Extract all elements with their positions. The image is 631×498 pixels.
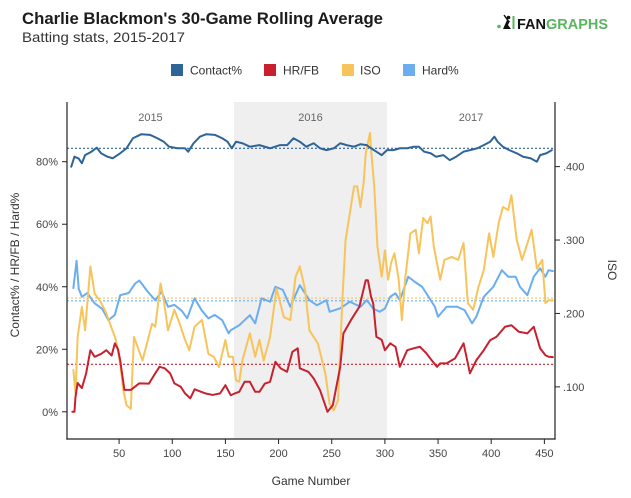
legend-item-contact[interactable]: Contact% [171,64,242,78]
legend-item-hard[interactable]: Hard% [403,64,459,78]
season-label-2016: 2016 [298,112,322,124]
logo-wordmark: FANGRAPHS [517,16,608,33]
x-tick-label-150: 150 [216,448,234,460]
legend-label-contact: Contact% [190,64,242,78]
legend-label-iso: ISO [360,64,381,78]
y2-tick-label-200: .200 [563,308,584,320]
legend-swatch-hard [403,64,415,76]
x-tick-label-100: 100 [163,448,181,460]
legend-item-hrfb[interactable]: HR/FB [264,64,319,78]
season-bands [233,102,388,439]
series-lines [70,131,554,413]
y-tick-label-0: 0% [42,407,58,419]
season-label-2017: 2017 [459,112,483,124]
right-y-axis-title: ISO [605,260,619,281]
season-labels: 2015 2016 2017 [138,112,483,124]
x-tick-label-50: 50 [113,448,125,460]
x-tick-label-350: 350 [429,448,447,460]
y-tick-label-80: 80% [36,157,58,169]
y-tick-label-20: 20% [36,344,58,356]
x-tick-label-450: 450 [535,448,553,460]
season-label-2015: 2015 [138,112,162,124]
logo-text-fan: FAN [517,16,546,33]
batter-icon [503,14,515,29]
legend-label-hard: Hard% [422,64,459,78]
series-line-contact [70,133,553,168]
y-tick-label-40: 40% [36,282,58,294]
series-line-iso [72,131,554,412]
legend-swatch-contact [171,64,183,76]
season-band-2016 [233,102,388,439]
chart-title: Charlie Blackmon's 30-Game Rolling Avera… [22,9,383,28]
logo-text-graphs: GRAPHS [546,16,608,33]
logo-dot-icon [497,24,501,29]
y2-tick-label-100: .100 [563,382,584,394]
legend-swatch-iso [342,64,354,76]
axis-ticks: 50 100 150 200 250 300 350 400 450 0% 20% 40% 60% 80%… [36,157,584,460]
x-tick-label-250: 250 [323,448,341,460]
series-line-hard [72,259,554,335]
x-tick-label-300: 300 [376,448,394,460]
x-tick-label-400: 400 [482,448,500,460]
y-tick-label-60: 60% [36,219,58,231]
left-y-axis-title: Contact% / HR/FB / Hard% [8,192,22,337]
y2-tick-label-300: .300 [563,235,584,247]
fangraphs-logo: FANGRAPHS [497,14,608,33]
legend-label-hrfb: HR/FB [283,64,319,78]
legend: Contact% HR/FB ISO Hard% [171,64,459,78]
y2-tick-label-400: .400 [563,162,584,174]
x-axis-title: Game Number [272,474,351,488]
series-line-hrfb [71,279,554,413]
legend-swatch-hrfb [264,64,276,76]
legend-item-iso[interactable]: ISO [342,64,381,78]
chart-subtitle: Batting stats, 2015-2017 [22,29,185,45]
x-tick-label-200: 200 [269,448,287,460]
